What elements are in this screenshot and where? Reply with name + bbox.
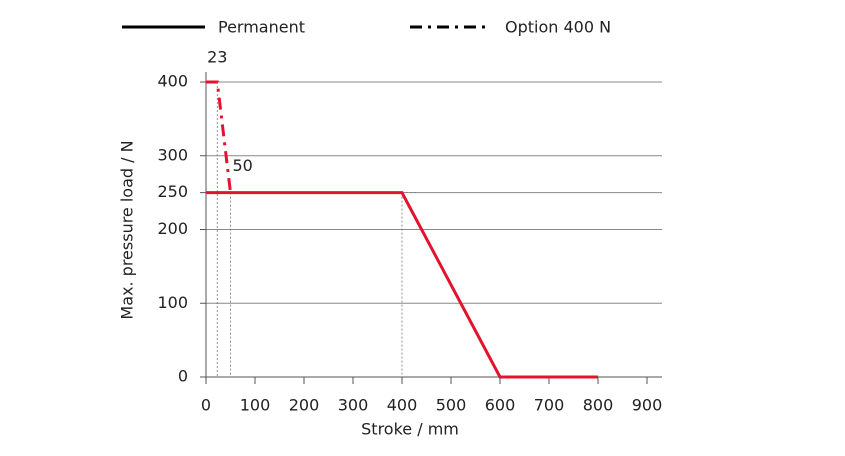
x-tick-label: 600: [485, 396, 516, 415]
x-tick-label: 700: [534, 396, 565, 415]
y-tick-label: 200: [157, 219, 188, 238]
x-axis-label: Stroke / mm: [361, 420, 459, 439]
legend-label: Option 400 N: [505, 18, 611, 37]
series-line: [206, 80, 232, 193]
x-tick-label: 0: [201, 396, 211, 415]
y-tick-label: 300: [157, 145, 188, 164]
x-tick-label: 500: [436, 396, 467, 415]
x-tick-label: 800: [583, 396, 614, 415]
series-line: [206, 191, 598, 379]
x-tick-label: 100: [240, 396, 271, 415]
y-tick-label: 100: [157, 293, 188, 312]
annotation: 23: [207, 48, 227, 67]
y-axis-label: Max. pressure load / N: [118, 140, 137, 319]
legend-label: Permanent: [218, 18, 305, 37]
y-tick-label: 250: [157, 182, 188, 201]
annotation: 50: [233, 156, 253, 175]
x-tick-label: 300: [338, 396, 369, 415]
x-tick-label: 900: [632, 396, 663, 415]
y-tick-label: 0: [178, 367, 188, 386]
x-tick-label: 200: [289, 396, 320, 415]
x-tick-label: 400: [387, 396, 418, 415]
y-tick-label: 400: [157, 72, 188, 91]
